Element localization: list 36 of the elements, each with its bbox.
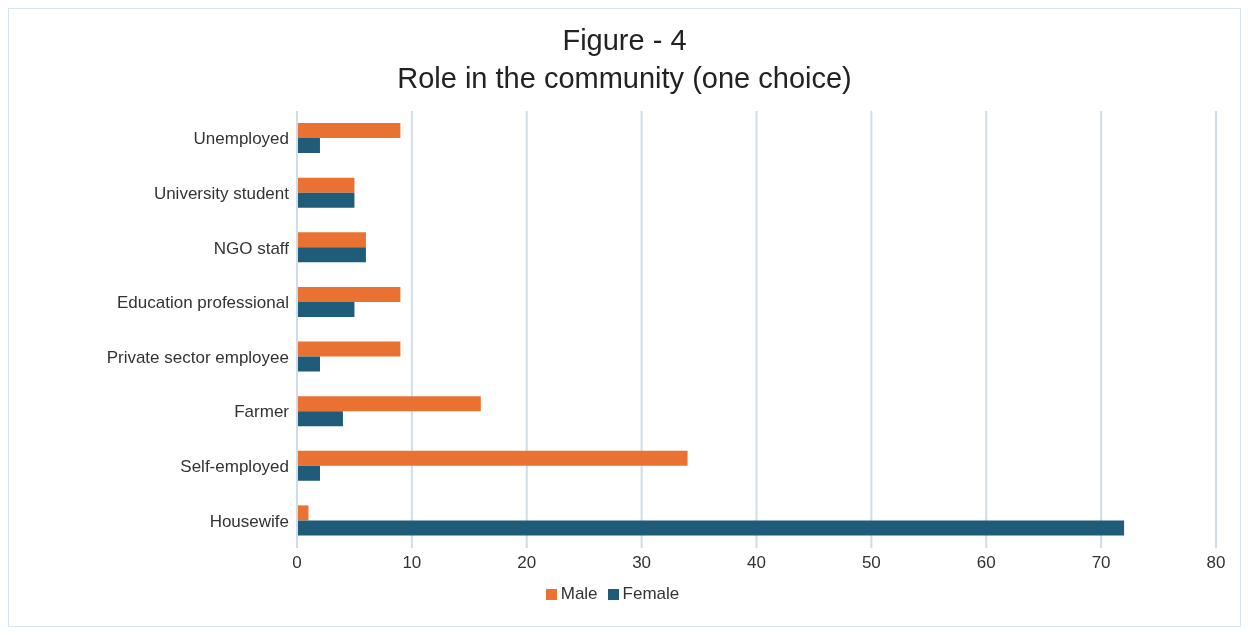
bar xyxy=(297,232,366,248)
bar xyxy=(297,138,320,154)
chart-title: Figure - 4 xyxy=(561,23,688,58)
bar xyxy=(297,396,481,412)
bar xyxy=(297,247,366,263)
x-tick-label: 40 xyxy=(747,553,766,573)
legend-label: Female xyxy=(622,584,680,603)
bar xyxy=(297,123,401,139)
bar xyxy=(297,341,401,357)
chart-subtitle: Role in the community (one choice) xyxy=(396,61,853,96)
bar xyxy=(297,450,688,466)
x-tick-label: 30 xyxy=(632,553,652,573)
bar xyxy=(297,177,355,193)
x-tick-label: 20 xyxy=(517,553,537,573)
y-tick-label: Farmer xyxy=(234,402,290,422)
bar xyxy=(297,301,355,317)
y-tick-label: Self-employed xyxy=(180,457,289,477)
y-tick-label: University student xyxy=(153,183,290,203)
y-tick-label: NGO staff xyxy=(213,238,290,258)
bar xyxy=(297,356,320,372)
bar xyxy=(297,520,1125,536)
y-tick-label: Unemployed xyxy=(193,129,289,149)
x-tick-label: 60 xyxy=(976,553,996,573)
bar xyxy=(297,411,343,427)
y-tick-label: Housewife xyxy=(209,511,289,531)
bar xyxy=(297,192,355,208)
x-tick-label: 0 xyxy=(292,553,302,573)
x-tick-label: 80 xyxy=(1206,553,1226,573)
legend-label: Male xyxy=(560,584,598,603)
y-tick-label: Education professional xyxy=(116,293,289,313)
x-tick-label: 70 xyxy=(1091,553,1111,573)
bar xyxy=(297,286,401,302)
x-tick-label: 50 xyxy=(861,553,881,573)
bar xyxy=(297,465,320,481)
x-tick-label: 10 xyxy=(402,553,422,573)
y-tick-label: Private sector employee xyxy=(106,347,289,367)
